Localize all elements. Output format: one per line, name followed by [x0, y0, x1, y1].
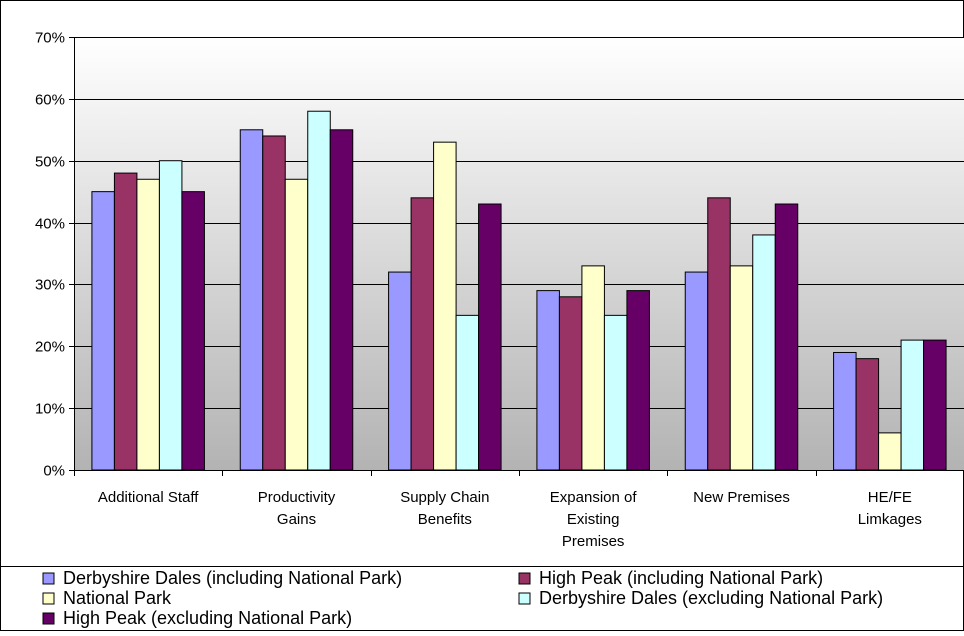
plot-area	[74, 37, 964, 470]
bar	[603, 314, 628, 471]
bar	[262, 135, 286, 471]
bar	[113, 172, 138, 471]
legend: Derbyshire Dales (including National Par…	[0, 566, 964, 631]
bar	[307, 110, 331, 471]
y-tick-label: 70%	[35, 30, 65, 47]
legend-label: Derbyshire Dales (excluding National Par…	[539, 588, 883, 608]
x-tick-label: Supply Chain Benefits	[400, 489, 489, 528]
legend-swatch	[42, 592, 55, 605]
legend-swatch	[42, 612, 55, 625]
y-tick-label: 60%	[35, 92, 65, 109]
x-tick-label: HE/FE Limkages	[858, 489, 922, 528]
legend-label: National Park	[63, 588, 172, 608]
bar	[729, 265, 754, 471]
legend-label: High Peak (excluding National Park)	[63, 608, 352, 628]
y-tick-label: 40%	[35, 216, 65, 233]
bar	[536, 290, 560, 471]
bar	[878, 432, 902, 471]
bar	[581, 265, 605, 471]
bar	[707, 197, 731, 471]
bar	[158, 160, 183, 471]
bar	[478, 203, 502, 471]
bar	[433, 141, 457, 471]
axes	[69, 37, 964, 476]
bar	[855, 358, 880, 471]
x-tick-label: Productivity Gains	[258, 489, 336, 528]
y-tick-label: 10%	[35, 401, 65, 418]
bar	[91, 191, 115, 471]
y-axis-tick-labels: 0% 10% 20% 30% 40% 50% 60% 70%	[35, 30, 65, 480]
bar	[833, 351, 857, 471]
x-tick-label: New Premises	[693, 489, 790, 506]
bar	[626, 290, 650, 471]
gridlines	[74, 37, 964, 409]
bar	[923, 339, 947, 471]
legend-swatch	[42, 572, 55, 585]
bar	[239, 129, 264, 471]
bar	[684, 271, 709, 471]
bars	[91, 110, 947, 471]
bar	[455, 314, 480, 471]
legend-swatch	[518, 572, 531, 585]
legend-box	[0, 566, 964, 631]
legend-label: High Peak (including National Park)	[539, 568, 823, 588]
bar	[752, 234, 776, 471]
x-axis-tick-labels: Additional Staff Productivity Gains Supply …	[98, 489, 922, 550]
x-tick-label: Additional Staff	[98, 489, 199, 506]
bar	[329, 129, 354, 471]
bar	[900, 339, 925, 471]
legend-label: Derbyshire Dales (including National Par…	[63, 568, 402, 588]
bar	[388, 271, 412, 471]
bar	[181, 191, 205, 471]
bar	[284, 178, 309, 471]
bar	[410, 197, 435, 471]
bar	[558, 296, 583, 471]
bar	[136, 178, 160, 471]
x-tick-label: Expansion of Existing Premises	[550, 489, 638, 550]
y-tick-label: 50%	[35, 154, 65, 171]
y-tick-label: 30%	[35, 277, 65, 294]
y-tick-label: 20%	[35, 339, 65, 356]
y-tick-label: 0%	[43, 463, 65, 480]
bar	[774, 203, 799, 471]
legend-swatch	[518, 592, 531, 605]
